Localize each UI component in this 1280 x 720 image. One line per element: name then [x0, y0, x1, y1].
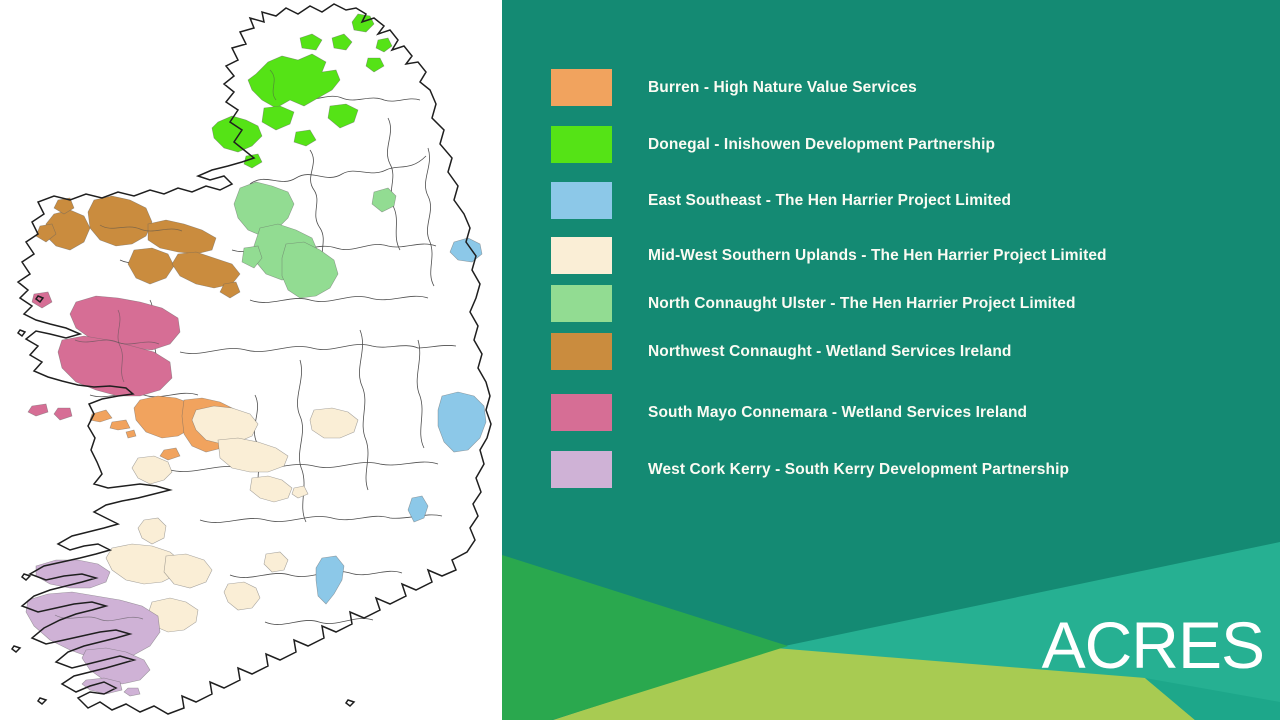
- map-region-east-southeast: [315, 237, 487, 605]
- legend: Burren - High Nature Value Services Done…: [502, 0, 1280, 720]
- acres-wordmark: ACRES: [1041, 608, 1265, 682]
- legend-swatch-east-southeast: [551, 182, 612, 219]
- legend-swatch-northwest-connaught: [551, 333, 612, 370]
- legend-swatch-mid-west-southern-uplands: [551, 237, 612, 274]
- ireland-map-area: [0, 0, 502, 720]
- legend-label-west-cork-kerry: West Cork Kerry - South Kerry Developmen…: [648, 461, 1070, 478]
- scheme-regions: [25, 13, 487, 697]
- map-region-west-cork-kerry: [25, 559, 161, 697]
- map-region-donegal: [211, 13, 393, 169]
- legend-item-east-southeast: East Southeast - The Hen Harrier Project…: [502, 182, 1280, 219]
- legend-label-east-southeast: East Southeast - The Hen Harrier Project…: [648, 192, 1012, 209]
- lime-triangle: [553, 648, 1195, 720]
- light-teal-triangle: [775, 542, 1280, 720]
- legend-swatch-north-connaught-ulster: [551, 285, 612, 322]
- legend-label-donegal: Donegal - Inishowen Development Partners…: [648, 136, 996, 153]
- legend-swatch-donegal: [551, 126, 612, 163]
- legend-label-north-connaught-ulster: North Connaught Ulster - The Hen Harrier…: [648, 295, 1076, 312]
- corner-teal-triangle: [1145, 678, 1280, 720]
- legend-item-burren: Burren - High Nature Value Services: [502, 69, 1280, 106]
- map-region-mid-west-southern-uplands: [105, 405, 359, 633]
- legend-item-mid-west-southern-uplands: Mid-West Southern Uplands - The Hen Harr…: [502, 237, 1280, 274]
- legend-item-west-cork-kerry: West Cork Kerry - South Kerry Developmen…: [502, 451, 1280, 488]
- legend-item-donegal: Donegal - Inishowen Development Partners…: [502, 126, 1280, 163]
- footer-triangles: [502, 542, 1280, 720]
- legend-swatch-burren: [551, 69, 612, 106]
- map-region-northwest-connaught: [35, 195, 241, 299]
- county-boundary-overlays: [54, 69, 277, 622]
- legend-label-northwest-connaught: Northwest Connaught - Wetland Services I…: [648, 343, 1012, 360]
- coastline: [10, 3, 492, 715]
- legend-item-northwest-connaught: Northwest Connaught - Wetland Services I…: [502, 333, 1280, 370]
- legend-panel: Burren - High Nature Value Services Done…: [502, 0, 1280, 720]
- legend-item-north-connaught-ulster: North Connaught Ulster - The Hen Harrier…: [502, 285, 1280, 322]
- map-region-north-connaught-ulster: [233, 181, 397, 299]
- ireland-map: [10, 3, 492, 715]
- green-triangle: [502, 555, 788, 720]
- legend-label-burren: Burren - High Nature Value Services: [648, 79, 917, 96]
- legend-swatch-south-mayo-connemara: [551, 394, 612, 431]
- legend-swatch-west-cork-kerry: [551, 451, 612, 488]
- legend-label-south-mayo-connemara: South Mayo Connemara - Wetland Services …: [648, 404, 1028, 421]
- legend-item-south-mayo-connemara: South Mayo Connemara - Wetland Services …: [502, 394, 1280, 431]
- legend-label-mid-west-southern-uplands: Mid-West Southern Uplands - The Hen Harr…: [648, 247, 1107, 264]
